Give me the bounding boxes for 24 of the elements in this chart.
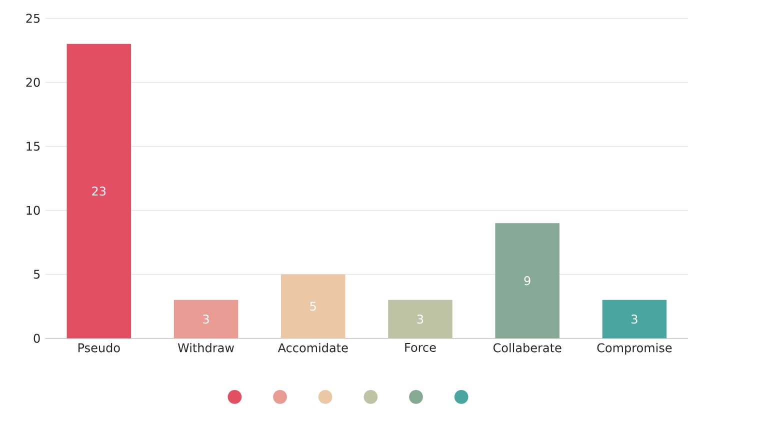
x-tick-label: Force [405, 343, 436, 352]
x-tick-label: Accomidate [278, 343, 348, 352]
bar [174, 300, 238, 338]
y-tick-label: 10 [26, 206, 40, 215]
y-tick-label: 0 [34, 334, 40, 343]
bar [388, 300, 452, 338]
data-label: 3 [417, 314, 424, 324]
bar [66, 44, 132, 338]
bar [495, 223, 560, 338]
data-label: 9 [524, 276, 530, 286]
x-tick-label: Withdraw [178, 343, 234, 352]
y-tick-label: 20 [26, 78, 40, 87]
y-tick-label: 5 [34, 270, 40, 279]
x-tick-label: Compromise [597, 343, 672, 355]
data-label: 3 [632, 314, 638, 324]
y-tick-label: 25 [26, 14, 40, 23]
data-label: 23 [92, 186, 106, 196]
y-tick-label: 15 [26, 142, 40, 151]
x-tick-label: Collaberate [493, 343, 562, 352]
bar [602, 300, 667, 338]
data-label: 3 [203, 314, 209, 324]
bar [280, 274, 346, 338]
data-label: 5 [310, 302, 316, 311]
x-tick-label: Pseudo [78, 343, 120, 352]
